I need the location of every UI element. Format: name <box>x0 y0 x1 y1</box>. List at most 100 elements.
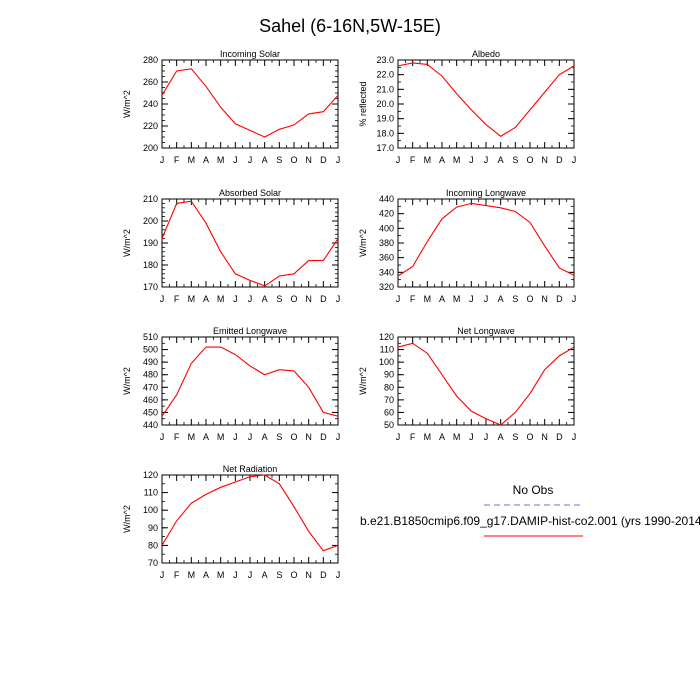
y-tick-label: 18.0 <box>376 128 394 138</box>
series-line-0 <box>397 62 575 137</box>
x-tick-label: J <box>160 294 165 304</box>
x-tick-label: F <box>410 294 416 304</box>
x-tick-label: J <box>160 432 165 442</box>
y-tick-label: 50 <box>384 420 394 430</box>
y-tick-label: 90 <box>384 370 394 380</box>
x-tick-label: O <box>290 432 297 442</box>
y-tick-label: 190 <box>143 238 158 248</box>
y-tick-label: 450 <box>143 407 158 417</box>
x-tick-label: J <box>233 432 238 442</box>
chart-title: Albedo <box>472 49 500 59</box>
x-tick-label: J <box>248 570 253 580</box>
x-tick-label: J <box>233 155 238 165</box>
series-line-0 <box>397 342 575 426</box>
x-tick-label: D <box>320 294 327 304</box>
y-axis-label: W/m^2 <box>358 229 368 257</box>
y-tick-label: 420 <box>379 209 394 219</box>
y-tick-label: 23.0 <box>376 55 394 65</box>
plot-frame <box>161 336 339 426</box>
x-tick-label: J <box>469 294 474 304</box>
x-tick-label: S <box>512 155 518 165</box>
plot-frame <box>397 198 575 288</box>
x-tick-label: A <box>262 294 268 304</box>
y-tick-label: 120 <box>379 332 394 342</box>
y-tick-label: 100 <box>379 357 394 367</box>
x-tick-label: A <box>203 432 209 442</box>
x-tick-label: J <box>469 432 474 442</box>
y-tick-label: 460 <box>143 395 158 405</box>
x-tick-label: F <box>174 294 180 304</box>
x-tick-label: M <box>453 432 461 442</box>
chart-title: Absorbed Solar <box>219 188 281 198</box>
x-tick-label: J <box>336 432 341 442</box>
x-tick-label: O <box>290 294 297 304</box>
y-tick-label: 200 <box>143 143 158 153</box>
x-tick-label: J <box>233 294 238 304</box>
y-tick-label: 360 <box>379 253 394 263</box>
x-tick-label: O <box>290 155 297 165</box>
y-tick-label: 220 <box>143 121 158 131</box>
x-tick-label: O <box>526 294 533 304</box>
y-tick-label: 240 <box>143 99 158 109</box>
x-tick-label: M <box>188 155 196 165</box>
x-tick-label: S <box>276 155 282 165</box>
x-tick-label: M <box>188 432 196 442</box>
x-tick-label: M <box>217 432 225 442</box>
x-tick-label: A <box>203 155 209 165</box>
x-tick-label: F <box>410 155 416 165</box>
y-tick-label: 17.0 <box>376 143 394 153</box>
chart-panel-3: Incoming Longwave W/m^2 320 340 360 380 400 420… <box>358 188 576 304</box>
y-tick-label: 22.0 <box>376 70 394 80</box>
y-tick-label: 440 <box>379 194 394 204</box>
y-tick-label: 340 <box>379 267 394 277</box>
x-tick-label: O <box>290 570 297 580</box>
y-tick-label: 90 <box>148 523 158 533</box>
x-tick-label: M <box>453 294 461 304</box>
chart-panel-4: Emitted Longwave W/m^2 440 450 460 470 480 490 5… <box>122 326 340 442</box>
x-tick-label: M <box>424 432 432 442</box>
x-tick-label: J <box>572 432 577 442</box>
x-tick-label: J <box>469 155 474 165</box>
x-tick-label: M <box>188 570 196 580</box>
series-line-0 <box>161 68 339 138</box>
x-tick-label: F <box>174 570 180 580</box>
y-tick-label: 110 <box>144 488 158 498</box>
y-tick-label: 70 <box>148 558 158 568</box>
x-tick-label: A <box>262 155 268 165</box>
x-tick-label: M <box>217 294 225 304</box>
x-tick-label: F <box>410 432 416 442</box>
x-tick-label: M <box>453 155 461 165</box>
series-line-0 <box>161 474 339 552</box>
plot-frame <box>161 474 339 564</box>
x-tick-label: N <box>305 432 312 442</box>
x-tick-label: N <box>541 294 548 304</box>
y-tick-label: 280 <box>143 55 158 65</box>
chart-title: Net Longwave <box>457 326 515 336</box>
x-tick-label: M <box>188 294 196 304</box>
x-tick-label: D <box>556 432 563 442</box>
x-tick-label: A <box>498 294 504 304</box>
chart-title: Net Radiation <box>223 464 278 474</box>
y-tick-label: 110 <box>380 345 394 355</box>
plot-frame <box>161 198 339 288</box>
x-tick-label: J <box>248 294 253 304</box>
x-tick-label: M <box>424 155 432 165</box>
x-tick-label: J <box>248 155 253 165</box>
x-tick-label: J <box>233 570 238 580</box>
y-tick-label: 210 <box>143 194 158 204</box>
y-axis-label: W/m^2 <box>122 505 132 533</box>
x-tick-label: J <box>484 432 489 442</box>
legend-label-model: b.e21.B1850cmip6.f09_g17.DAMIP-hist-co2.… <box>360 514 700 528</box>
x-tick-label: A <box>439 294 445 304</box>
x-tick-label: D <box>320 432 327 442</box>
x-tick-label: D <box>556 155 563 165</box>
x-tick-label: A <box>498 155 504 165</box>
y-tick-label: 80 <box>384 382 394 392</box>
chart-panel-1: Albedo % reflected 17.0 18.0 19.0 20.0 21.0 22.… <box>358 49 576 165</box>
y-tick-label: 380 <box>379 238 394 248</box>
y-tick-label: 180 <box>143 260 158 270</box>
x-tick-label: A <box>498 432 504 442</box>
chart-title: Incoming Longwave <box>446 188 526 198</box>
